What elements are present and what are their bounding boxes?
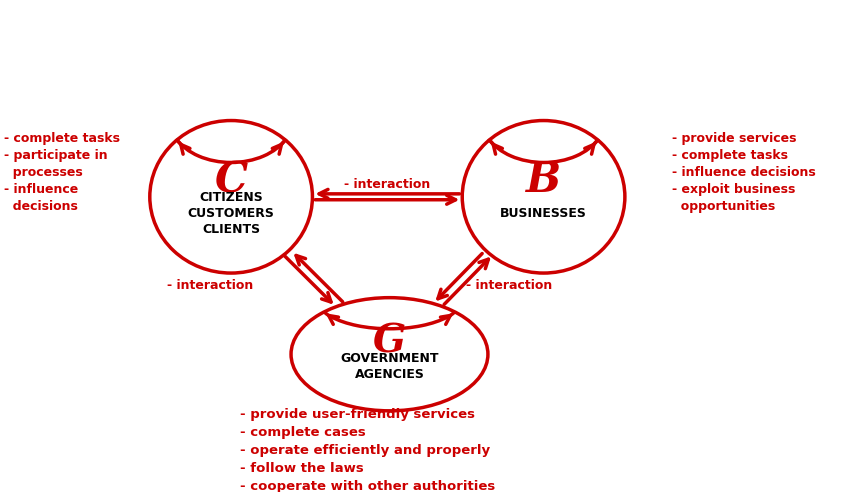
Text: - interaction: - interaction — [167, 279, 253, 292]
Ellipse shape — [150, 121, 312, 273]
Ellipse shape — [291, 298, 488, 411]
Text: C: C — [215, 159, 247, 201]
Text: BUSINESSES: BUSINESSES — [500, 207, 587, 220]
Ellipse shape — [462, 121, 625, 273]
Text: CITIZENS
CUSTOMERS
CLIENTS: CITIZENS CUSTOMERS CLIENTS — [187, 191, 275, 236]
Text: GOVERNMENT
AGENCIES: GOVERNMENT AGENCIES — [340, 352, 439, 381]
Text: - interaction: - interaction — [467, 279, 552, 292]
Text: B: B — [526, 159, 562, 201]
Text: - complete tasks
- participate in
  processes
- influence
  decisions: - complete tasks - participate in proces… — [4, 132, 121, 213]
Text: - provide user-friendly services
- complete cases
- operate efficiently and prop: - provide user-friendly services - compl… — [240, 408, 495, 492]
Text: G: G — [373, 323, 406, 361]
Text: - provide services
- complete tasks
- influence decisions
- exploit business
  o: - provide services - complete tasks - in… — [672, 132, 816, 213]
Text: - interaction: - interaction — [344, 178, 430, 191]
